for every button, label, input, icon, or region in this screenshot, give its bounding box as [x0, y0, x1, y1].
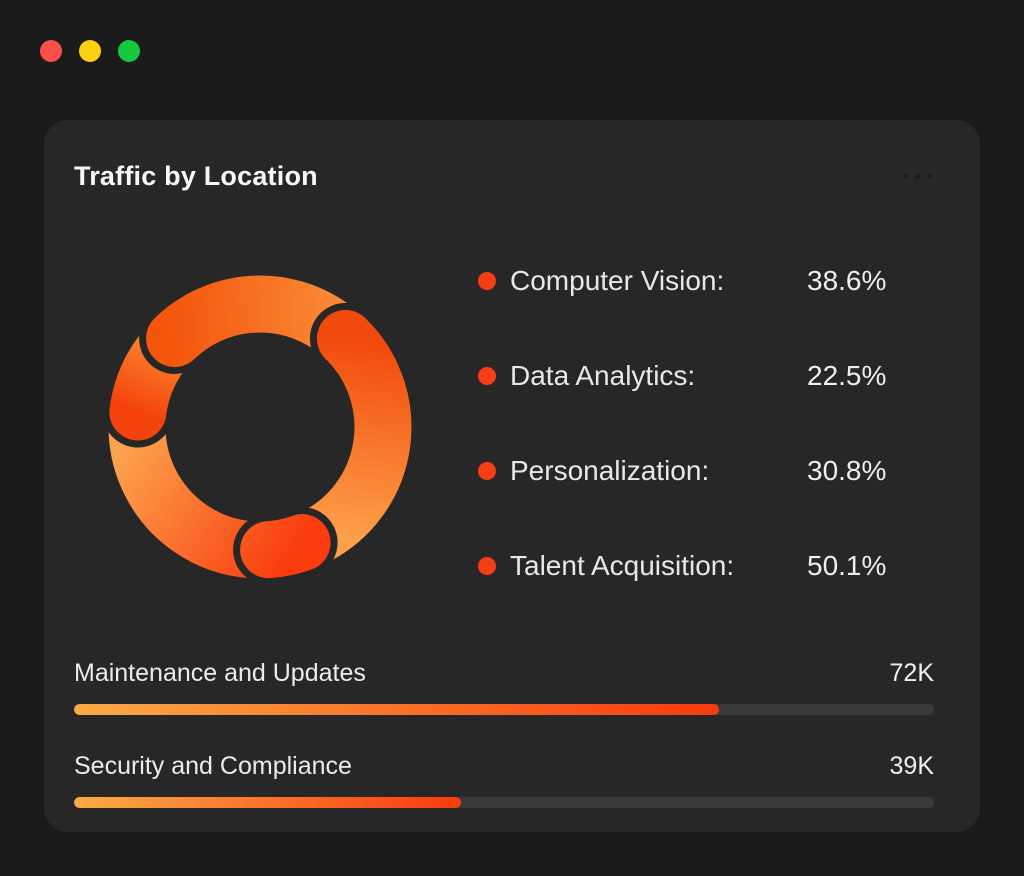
legend-bullet-icon	[478, 461, 496, 480]
stat-bars-section: Maintenance and Updates 72K Security and…	[74, 658, 934, 808]
legend-bullet-icon	[478, 556, 496, 575]
donut-chart	[101, 268, 419, 586]
chart-row: Computer Vision: 38.6% Data Analytics: 2…	[74, 233, 934, 613]
menu-dot	[927, 173, 932, 179]
ellipsis-menu-icon[interactable]	[901, 168, 934, 185]
stat-bar-value: 39K	[889, 752, 934, 780]
donut-segment	[240, 514, 331, 579]
legend-value: 30.8%	[807, 454, 887, 486]
card-title: Traffic by Location	[74, 160, 318, 191]
legend-bullet-icon	[478, 366, 496, 385]
menu-dot	[903, 173, 908, 179]
stat-bar-label-row: Security and Compliance 39K	[74, 751, 934, 781]
stat-bar-group: Maintenance and Updates 72K	[74, 658, 934, 715]
stat-bar-label: Maintenance and Updates	[74, 659, 366, 687]
donut-segment	[146, 275, 359, 367]
window-controls	[40, 40, 140, 62]
stat-bar-label: Security and Compliance	[74, 752, 352, 780]
legend-label: Personalization:	[510, 454, 710, 486]
minimize-window-icon[interactable]	[79, 40, 101, 62]
legend-bullet-icon	[478, 271, 496, 290]
menu-dot	[915, 173, 920, 179]
donut-legend: Computer Vision: 38.6% Data Analytics: 2…	[478, 233, 934, 613]
legend-label: Data Analytics:	[510, 359, 696, 391]
progress-bar-track	[74, 704, 934, 715]
legend-item: Talent Acquisition: 50.1%	[478, 518, 934, 613]
legend-value: 50.1%	[807, 549, 887, 581]
stat-bar-label-row: Maintenance and Updates 72K	[74, 658, 934, 688]
progress-bar-track	[74, 797, 934, 808]
donut-chart-svg	[101, 268, 419, 586]
traffic-by-location-card: Traffic by Location Computer Vision: 38.…	[44, 120, 980, 832]
legend-value: 38.6%	[807, 264, 887, 296]
legend-item: Computer Vision: 38.6%	[478, 233, 934, 328]
progress-bar-fill	[74, 797, 461, 808]
card-header: Traffic by Location	[74, 158, 934, 194]
donut-segment	[289, 310, 412, 565]
legend-label: Talent Acquisition:	[510, 549, 735, 581]
legend-item: Personalization: 30.8%	[478, 423, 934, 518]
progress-bar-fill	[74, 704, 719, 715]
legend-value: 22.5%	[807, 359, 887, 391]
legend-label: Computer Vision:	[510, 264, 725, 296]
legend-item: Data Analytics: 22.5%	[478, 328, 934, 423]
stat-bar-value: 72K	[889, 659, 934, 687]
zoom-window-icon[interactable]	[118, 40, 140, 62]
close-window-icon[interactable]	[40, 40, 62, 62]
stat-bar-group: Security and Compliance 39K	[74, 751, 934, 808]
